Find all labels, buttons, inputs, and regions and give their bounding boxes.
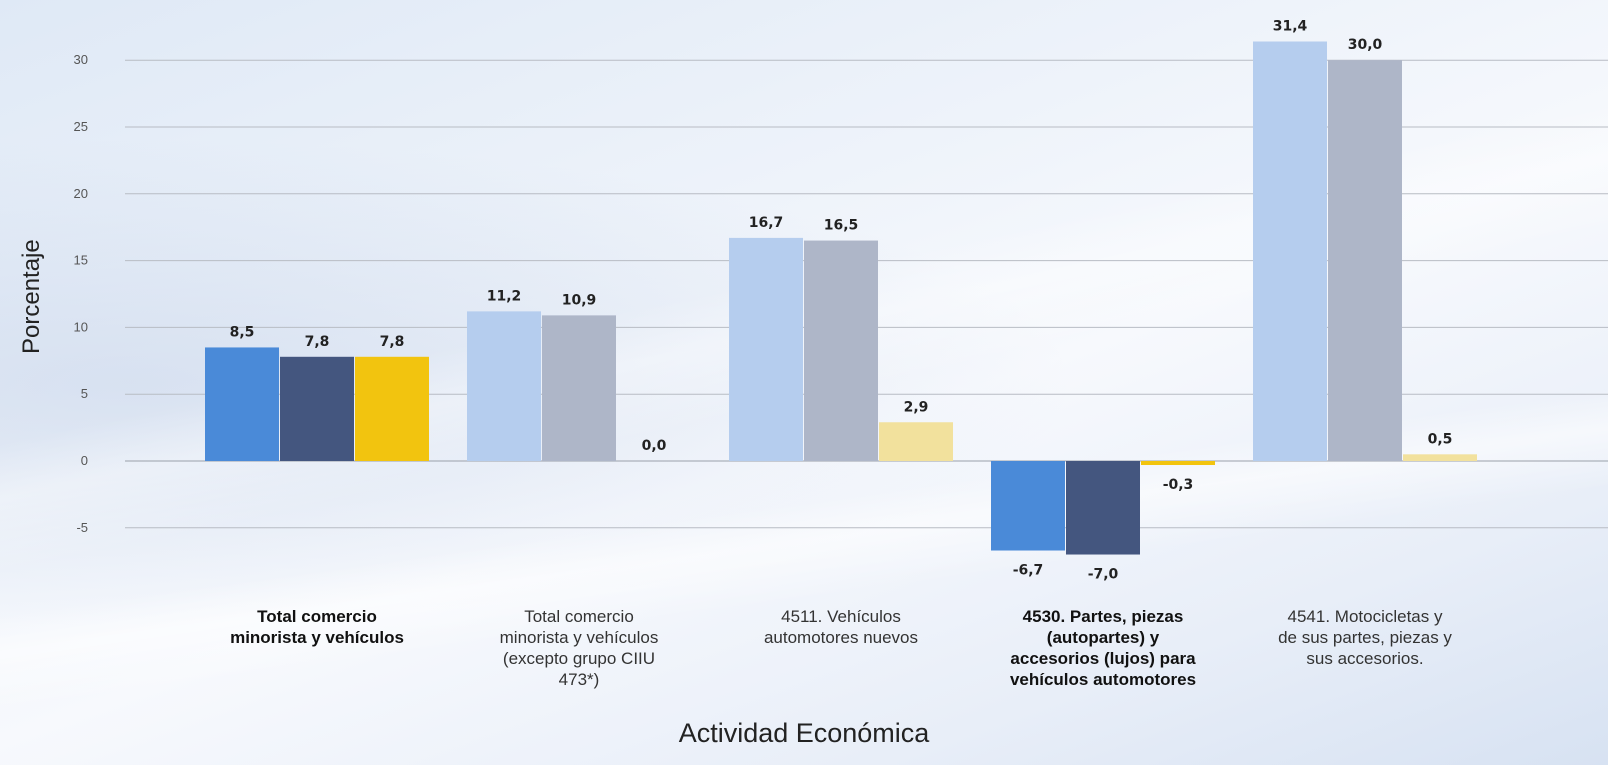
bar: [1141, 461, 1215, 466]
y-tick-label: 20: [74, 186, 88, 201]
bar: [542, 315, 616, 461]
data-label: 0,0: [642, 438, 667, 454]
data-label: 30,0: [1348, 37, 1383, 53]
bar: [804, 240, 878, 461]
data-label: 8,5: [230, 324, 255, 340]
y-tick-label: -5: [76, 520, 88, 535]
bar: [280, 356, 354, 461]
y-tick-label: 0: [81, 453, 88, 468]
data-label: 7,8: [305, 334, 330, 350]
data-label: 10,9: [562, 292, 597, 308]
data-label: 16,5: [824, 218, 859, 234]
x-axis-label: Actividad Económica: [678, 718, 930, 748]
bar: [1403, 454, 1477, 461]
data-label: 7,8: [380, 334, 405, 350]
x-tick-label: 4511. Vehículos automotores nuevos: [763, 607, 919, 647]
x-tick-label: Total comercio minorista y vehículos (ex…: [499, 607, 659, 689]
data-label: 31,4: [1273, 18, 1308, 34]
data-label: 11,2: [487, 288, 522, 304]
bar: [205, 347, 279, 461]
data-label: -6,7: [1013, 563, 1044, 579]
bar: [1328, 60, 1402, 461]
bar: [991, 461, 1065, 551]
data-label: 16,7: [749, 215, 784, 231]
data-label: -7,0: [1088, 567, 1119, 583]
y-tick-label: 5: [81, 386, 88, 401]
x-tick-label: Total comercio minorista y vehículos: [230, 607, 404, 647]
bar: [355, 356, 429, 461]
bar: [879, 422, 953, 461]
bar: [1066, 461, 1140, 555]
x-tick-label: 4541. Motocicletas y de sus partes, piez…: [1278, 607, 1452, 668]
y-tick-label: 30: [74, 52, 88, 67]
y-axis-label: Porcentaje: [18, 239, 45, 354]
data-label: 0,5: [1428, 431, 1453, 447]
data-label: -0,3: [1163, 477, 1194, 493]
y-tick-label: 10: [74, 319, 88, 334]
x-tick-label: 4530. Partes, piezas (autopartes) y acce…: [1009, 607, 1197, 689]
y-tick-label: 25: [74, 119, 88, 134]
bar: [729, 237, 803, 461]
bar: [1253, 41, 1327, 461]
data-label: 2,9: [904, 399, 929, 415]
bar: [467, 311, 541, 461]
y-tick-label: 15: [74, 253, 88, 268]
